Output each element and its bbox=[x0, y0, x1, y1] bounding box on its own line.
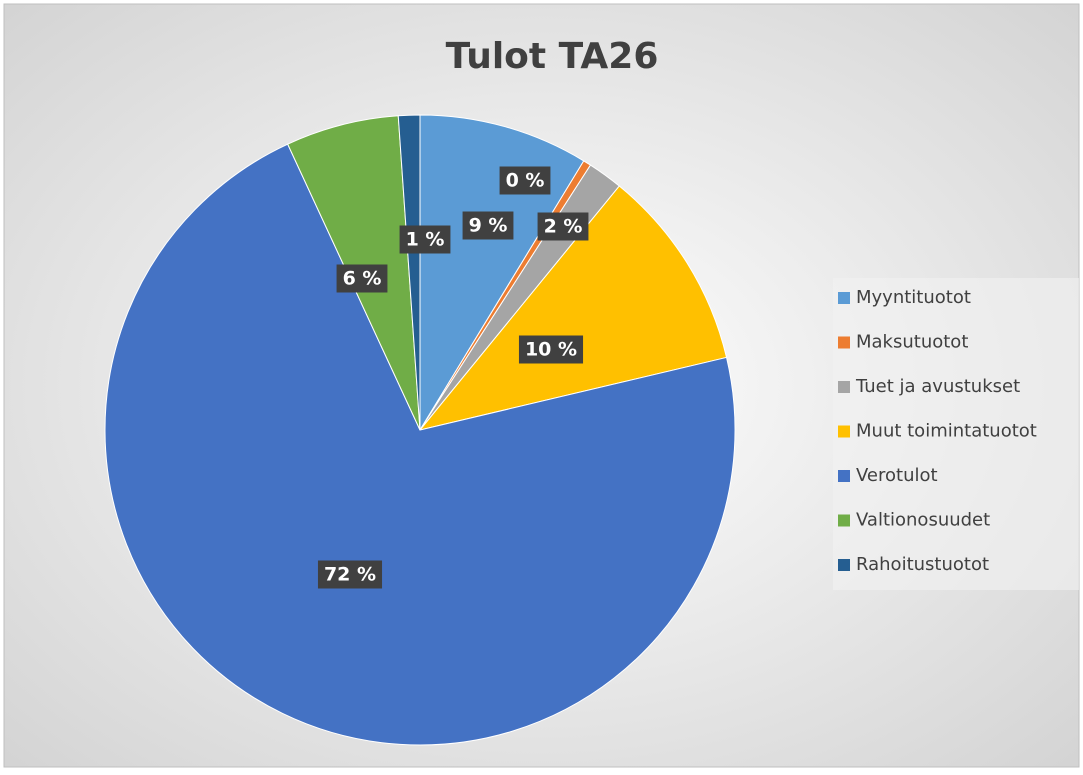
data-label: 72 % bbox=[324, 564, 376, 586]
pie-slice bbox=[397, 114, 421, 431]
legend-label: Maksutuotot bbox=[856, 332, 968, 353]
legend-swatch bbox=[838, 470, 850, 482]
legend-label: Tuet ja avustukset bbox=[855, 376, 1020, 397]
legend-swatch bbox=[838, 425, 850, 438]
legend-label: Verotulot bbox=[856, 465, 938, 486]
legend-swatch bbox=[838, 292, 850, 304]
legend-swatch bbox=[838, 514, 850, 527]
legend bbox=[833, 278, 1079, 590]
data-label-box bbox=[518, 335, 584, 364]
legend-swatch bbox=[838, 559, 850, 571]
data-label-box bbox=[462, 211, 514, 240]
data-label-box bbox=[336, 264, 388, 293]
data-label: 0 % bbox=[506, 170, 545, 192]
data-label: 9 % bbox=[469, 215, 508, 237]
legend-swatch bbox=[838, 336, 850, 349]
pie-slice bbox=[104, 143, 736, 746]
data-label: 1 % bbox=[406, 229, 445, 251]
legend-label: Rahoitustuotot bbox=[856, 554, 989, 575]
legend-label: Valtionosuudet bbox=[856, 510, 990, 531]
pie-slice bbox=[418, 185, 728, 431]
legend-label: Myyntituotot bbox=[856, 287, 971, 308]
chart-title: Tulot TA26 bbox=[446, 36, 659, 77]
data-label: 10 % bbox=[525, 339, 577, 361]
data-label-box bbox=[499, 166, 551, 195]
data-label: 6 % bbox=[343, 268, 382, 290]
data-label: 2 % bbox=[544, 216, 583, 238]
legend-label: Muut toimintatuotot bbox=[856, 421, 1037, 442]
data-label-box bbox=[537, 212, 589, 241]
data-label-box bbox=[317, 560, 383, 589]
data-label-box bbox=[399, 225, 451, 254]
legend-swatch bbox=[838, 381, 850, 393]
